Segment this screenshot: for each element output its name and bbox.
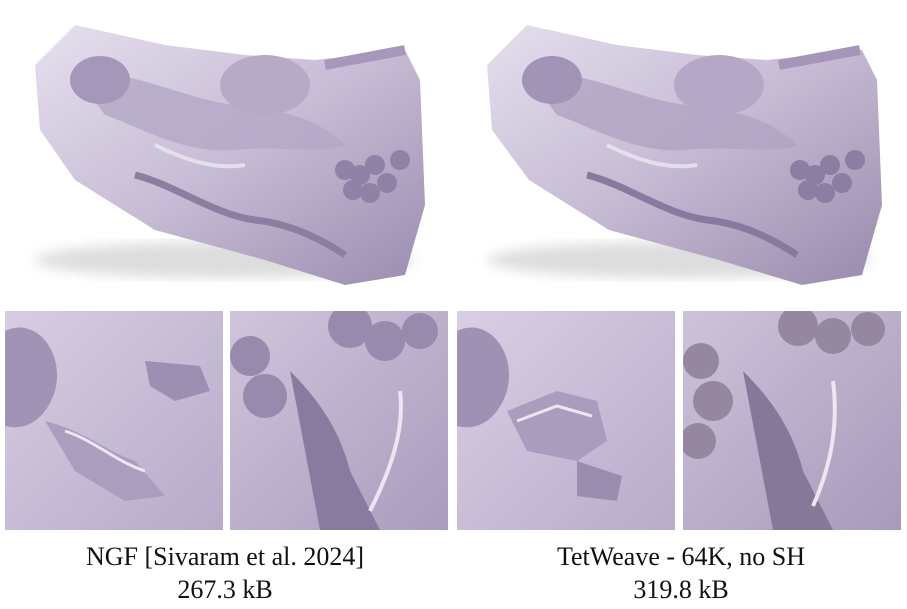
ngf-caption: NGF [Sivaram et al. 2024] 267.3 kB — [5, 540, 445, 606]
ngf-method-label: NGF [Sivaram et al. 2024] — [85, 542, 364, 571]
ngf-crop-detail-2 — [230, 311, 448, 530]
ngf-full-render — [15, 5, 435, 295]
tetweave-method-label: TetWeave - 64K, no SH — [556, 542, 806, 571]
tetweave-crop-detail-1 — [457, 311, 675, 530]
ngf-crop-detail-1 — [5, 311, 223, 530]
tetweave-crop-detail-2 — [683, 311, 901, 530]
tetweave-full-render — [467, 5, 892, 295]
tetweave-size-label: 319.8 kB — [633, 575, 729, 604]
tetweave-caption: TetWeave - 64K, no SH 319.8 kB — [461, 540, 901, 606]
ngf-size-label: 267.3 kB — [177, 575, 273, 604]
